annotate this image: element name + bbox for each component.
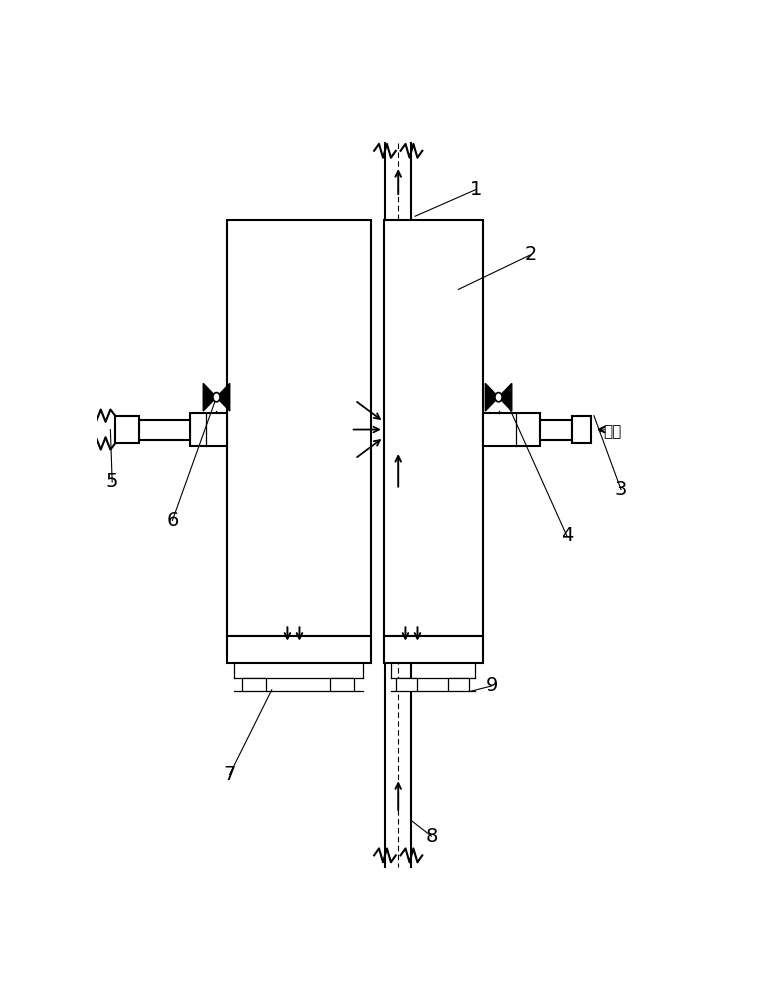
- Text: 2: 2: [524, 245, 537, 264]
- Bar: [395, 678, 417, 691]
- Bar: [540, 420, 572, 440]
- Text: 4: 4: [561, 526, 573, 545]
- Polygon shape: [204, 383, 217, 411]
- Circle shape: [495, 393, 502, 402]
- Text: 气源: 气源: [603, 424, 621, 439]
- Polygon shape: [486, 383, 499, 411]
- Text: 3: 3: [615, 480, 627, 499]
- Bar: [483, 413, 540, 446]
- Bar: [384, 220, 483, 636]
- Text: 9: 9: [486, 676, 498, 695]
- Bar: [572, 416, 591, 443]
- Polygon shape: [217, 383, 230, 411]
- Circle shape: [213, 393, 220, 402]
- Bar: [115, 416, 139, 443]
- Bar: [330, 678, 354, 691]
- Bar: [384, 636, 483, 663]
- Text: 1: 1: [470, 180, 483, 199]
- Polygon shape: [499, 383, 512, 411]
- Text: 6: 6: [166, 511, 179, 530]
- Bar: [227, 220, 371, 636]
- Text: 7: 7: [224, 765, 235, 784]
- Bar: [190, 413, 227, 446]
- Bar: [242, 678, 266, 691]
- Text: 5: 5: [106, 472, 118, 491]
- Bar: [139, 420, 190, 440]
- Text: 8: 8: [425, 827, 437, 846]
- Bar: [448, 678, 469, 691]
- Bar: [227, 636, 371, 663]
